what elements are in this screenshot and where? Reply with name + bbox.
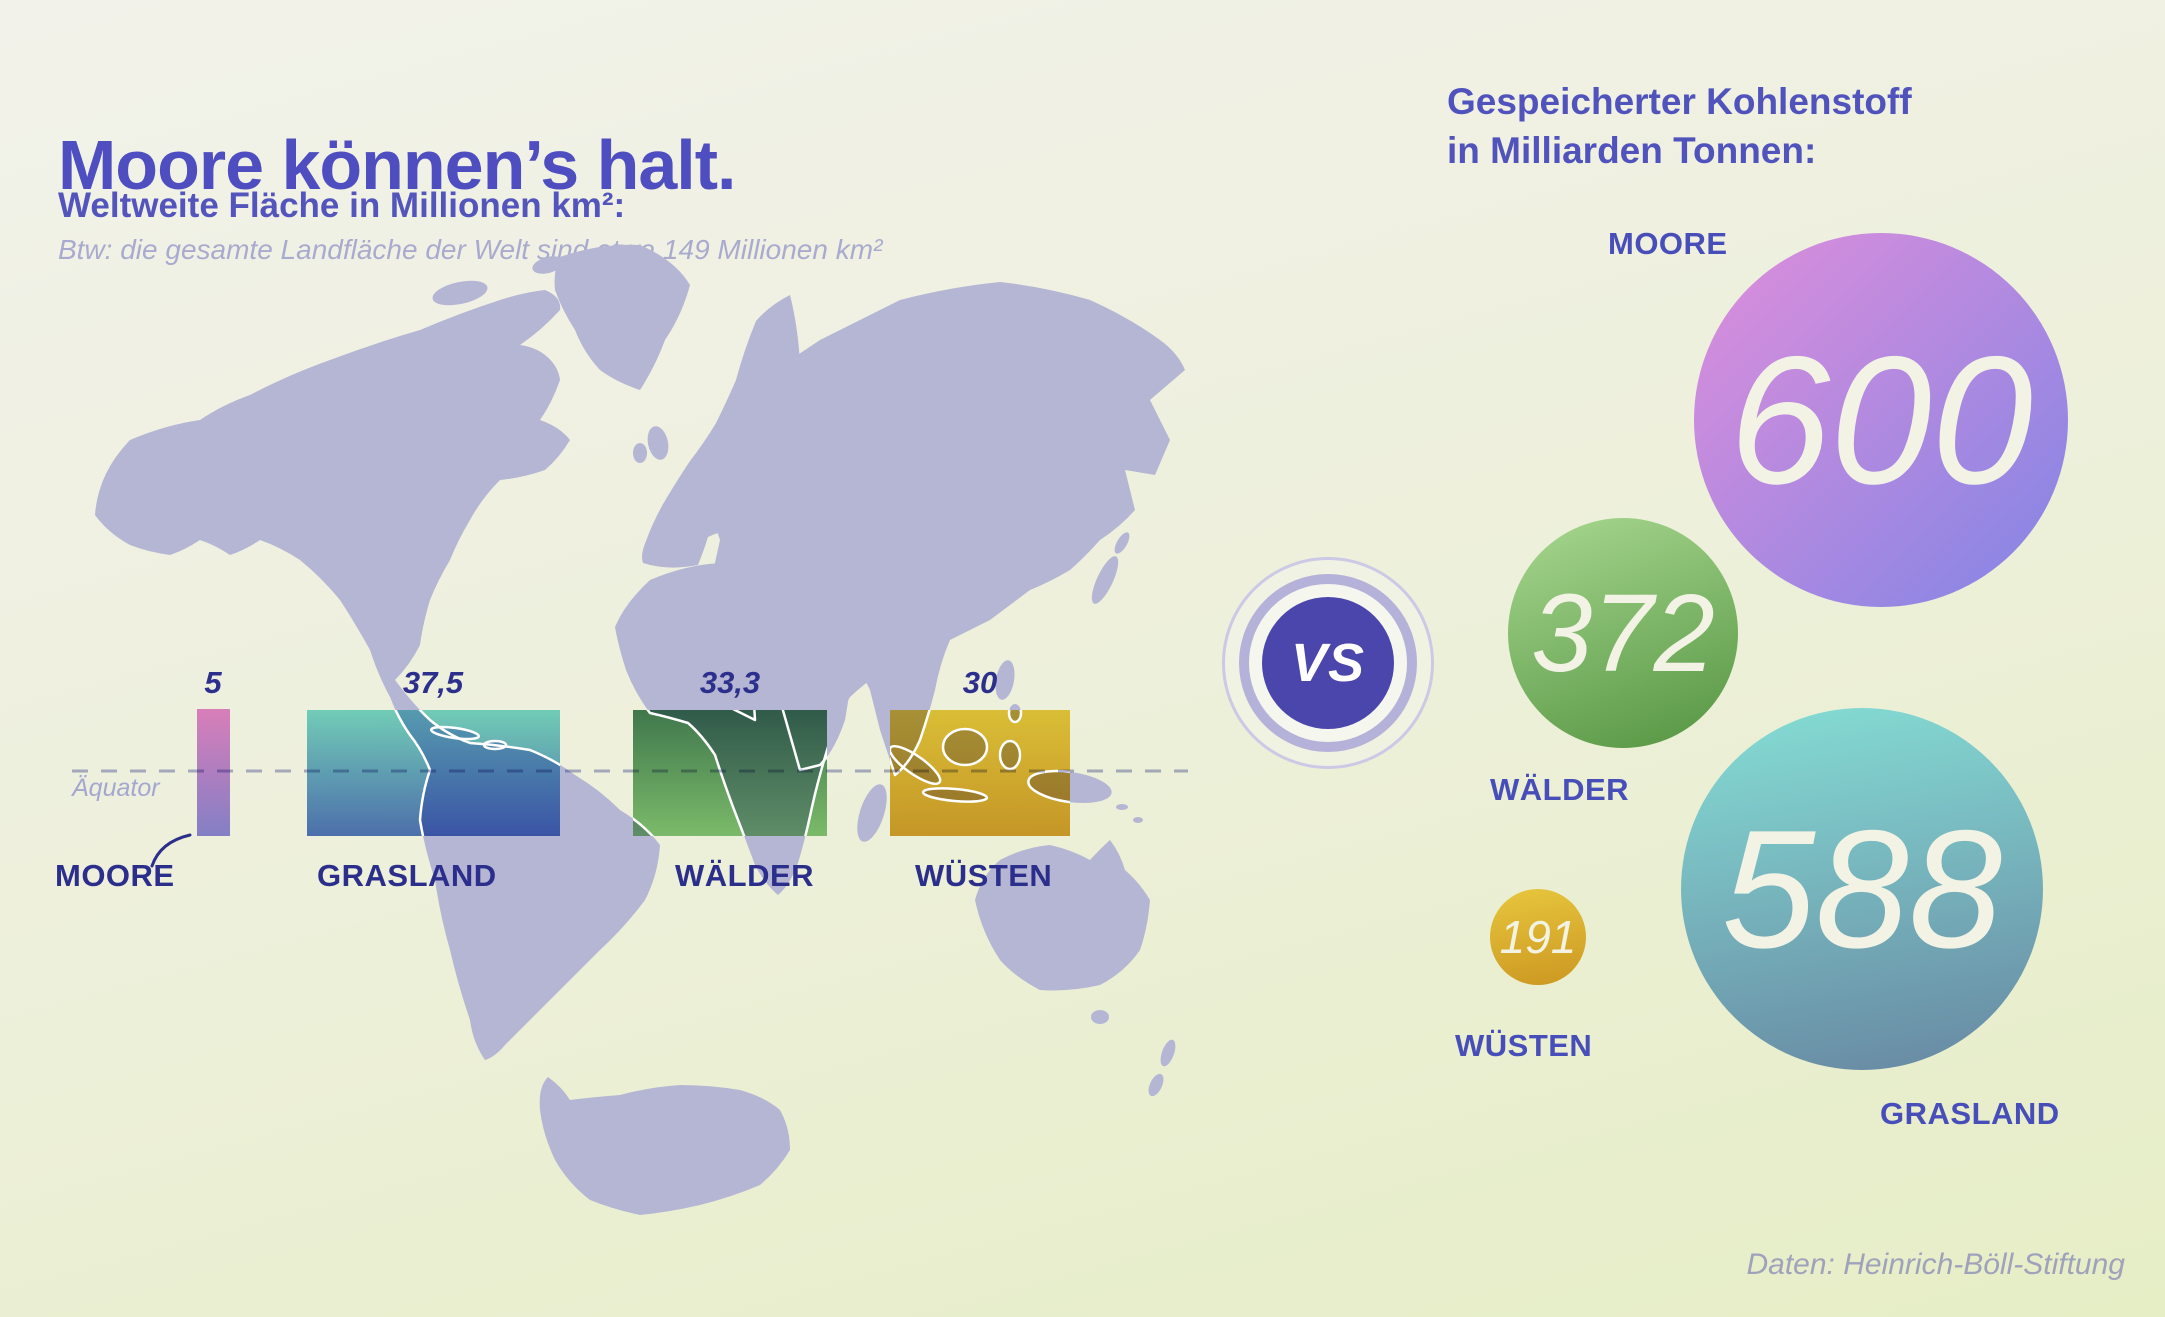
carbon-value-wuesten: 191 (1499, 911, 1577, 963)
asia-shape (690, 282, 1185, 775)
equator-label: Äquator (72, 774, 160, 802)
carbon-circle-grasland: 588 (1681, 708, 2043, 1070)
area-value-grasland: 37,5 (402, 665, 464, 700)
vs-badge: VS (1222, 557, 1434, 769)
australia-shape (975, 840, 1150, 991)
antarctica-shape (539, 1077, 790, 1215)
area-value-waelder: 33,3 (699, 665, 761, 700)
carbon-heading: Gespeicherter Kohlenstoff in Milliarden … (1447, 81, 1912, 171)
greenland-shape (554, 244, 690, 390)
carbon-label-wuesten: WÜSTEN (1455, 1028, 1593, 1063)
area-chart-heading: Weltweite Fläche in Millionen km²: (58, 186, 626, 225)
carbon-circle-moore: 600 (1694, 233, 2068, 607)
area-chart-note: Btw: die gesamte Landfläche der Welt sin… (58, 234, 883, 265)
carbon-value-waelder: 372 (1531, 571, 1715, 695)
world-map (72, 244, 1188, 1215)
carbon-label-waelder: WÄLDER (1490, 772, 1630, 807)
area-value-wuesten: 30 (962, 665, 998, 700)
moore-connector-line (150, 833, 192, 868)
vs-label: VS (1290, 633, 1366, 693)
area-label-waelder: WÄLDER (675, 858, 815, 893)
data-source: Daten: Heinrich-Böll-Stiftung (1746, 1248, 2125, 1281)
carbon-circle-wuesten: 191 (1490, 889, 1586, 985)
area-bar-waelder (633, 710, 827, 836)
carbon-value-grasland: 588 (1721, 794, 2003, 983)
carbon-circle-waelder: 372 (1508, 518, 1738, 748)
carbon-label-grasland: GRASLAND (1880, 1096, 2060, 1131)
carbon-label-moore: MOORE (1608, 226, 1728, 261)
page-title: Moore können’s halt. (58, 125, 736, 204)
area-value-moore: 5 (204, 665, 222, 700)
continents (95, 244, 1185, 1215)
vs-circle: VS (1262, 597, 1394, 729)
area-label-grasland: GRASLAND (317, 858, 497, 893)
area-label-wuesten: WÜSTEN (915, 858, 1053, 893)
carbon-value-moore: 600 (1729, 318, 2033, 522)
americas-shape (95, 290, 660, 1060)
